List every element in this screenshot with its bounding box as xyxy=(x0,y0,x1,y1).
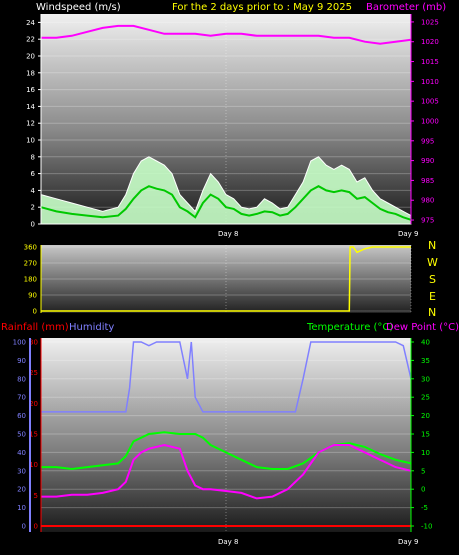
wind-ytick-label: 12 xyxy=(26,120,35,128)
wind-ytick-label: 2 xyxy=(31,204,35,212)
rainfall-ytick-label: 20 xyxy=(29,400,38,408)
wind-ytick-label: 0 xyxy=(31,221,35,229)
compass-label-e: E xyxy=(429,290,436,303)
panel-temperature-xtick-day8: Day 8 xyxy=(218,538,239,546)
barometer-line xyxy=(41,24,412,45)
panel-temperature-marks xyxy=(41,341,412,527)
legend-temperature: Temperature (°C) xyxy=(306,322,393,333)
humidity-ytick-label: 60 xyxy=(17,412,26,420)
temperature-ytick-label: 40 xyxy=(421,339,430,347)
temperature-ytick-label: 5 xyxy=(421,467,425,475)
rainfall-ytick-label: 10 xyxy=(29,461,38,469)
barometer-ytick-label: 1000 xyxy=(421,117,439,125)
panel-wind-marks xyxy=(40,24,412,225)
humidity-ytick-label: 50 xyxy=(17,431,26,439)
compass-label-n-top: N xyxy=(428,239,436,252)
wind-ytick-label: 18 xyxy=(26,69,35,77)
temperature-ytick-label: -5 xyxy=(421,504,428,512)
humidity-ytick-label: 80 xyxy=(17,375,26,383)
wind-ytick-label: 6 xyxy=(31,170,36,178)
wind-average-line xyxy=(40,185,412,221)
panel-wind-xtick-day8: Day 8 xyxy=(218,230,239,238)
barometer-ytick-label: 995 xyxy=(421,137,434,145)
barometer-ytick-label: 1005 xyxy=(421,98,439,106)
compass-label-w: W xyxy=(427,256,438,269)
barometer-ytick-label: 1020 xyxy=(421,38,439,46)
wind-gust-area xyxy=(40,156,412,225)
panel-direction-marks xyxy=(41,246,411,312)
wind-ytick-label: 20 xyxy=(26,53,35,61)
dewpoint-line xyxy=(41,443,412,500)
humidity-ytick-label: 90 xyxy=(17,357,26,365)
humidity-ytick-label: 10 xyxy=(17,504,26,512)
temperature-ytick-label: 35 xyxy=(421,357,430,365)
panel-temperature-tick-labels: -10-505101520253035400102030405060708090… xyxy=(13,339,433,531)
wind-direction-line xyxy=(41,246,411,312)
temperature-ytick-label: 10 xyxy=(421,449,430,457)
temperature-ytick-label: 20 xyxy=(421,412,430,420)
compass-label-s: S xyxy=(429,273,436,286)
wind-ytick-label: 24 xyxy=(26,19,35,27)
rainfall-ytick-label: 30 xyxy=(29,339,38,347)
rainfall-ytick-label: 0 xyxy=(34,523,38,531)
barometer-ytick-label: 990 xyxy=(421,157,434,165)
wind-ytick-label: 10 xyxy=(26,137,35,145)
header-title: For the 2 days prior to : May 9 2025 xyxy=(172,2,352,13)
header-windspeed-label: Windspeed (m/s) xyxy=(36,2,121,13)
legend-rainfall: Rainfall (mm) xyxy=(1,322,69,333)
barometer-ytick-label: 1025 xyxy=(421,18,439,26)
humidity-ytick-label: 30 xyxy=(17,467,26,475)
wind-ytick-label: 8 xyxy=(31,153,35,161)
panel-wind-gridlines xyxy=(41,14,412,225)
temperature-ytick-label: 25 xyxy=(421,394,430,402)
barometer-ytick-label: 980 xyxy=(421,197,434,205)
temperature-ytick-label: 30 xyxy=(421,375,430,383)
legend-dewpoint: Dew Point (°C) xyxy=(386,322,459,333)
temperature-ytick-label: 0 xyxy=(421,486,425,494)
panel-direction-tick-labels: 0 90 180 270 360 xyxy=(24,244,37,316)
humidity-ytick-label: 40 xyxy=(17,449,26,457)
panel-temperature-xtick-day9: Day 9 xyxy=(398,538,419,546)
humidity-ytick-label: 70 xyxy=(17,394,26,402)
compass-label-n-bottom: N xyxy=(428,306,436,319)
wind-ytick-label: 22 xyxy=(26,36,35,44)
humidity-ytick-label: 20 xyxy=(17,486,26,494)
legend-humidity: Humidity xyxy=(69,322,114,333)
rainfall-ytick-label: 5 xyxy=(34,492,38,500)
barometer-ytick-label: 975 xyxy=(421,217,434,225)
temperature-ytick-label: -10 xyxy=(421,523,432,531)
wind-ytick-label: 14 xyxy=(26,103,35,111)
humidity-line xyxy=(41,341,412,413)
direction-ytick-label: 0 xyxy=(33,308,37,316)
direction-ytick-label: 180 xyxy=(24,276,37,284)
barometer-ytick-label: 1010 xyxy=(421,78,439,86)
humidity-ytick-label: 100 xyxy=(13,339,26,347)
direction-ytick-label: 270 xyxy=(24,260,37,268)
header-barometer-label: Barometer (mb) xyxy=(366,2,446,13)
barometer-ytick-label: 1015 xyxy=(421,58,439,66)
temperature-ytick-label: 15 xyxy=(421,431,430,439)
wind-ytick-label: 16 xyxy=(26,86,35,94)
direction-ytick-label: 90 xyxy=(28,292,37,300)
wind-ytick-label: 4 xyxy=(31,187,36,195)
rainfall-ytick-label: 25 xyxy=(29,369,38,377)
panel-wind-xtick-day9: Day 9 xyxy=(398,230,419,238)
panel-temperature-background xyxy=(41,338,411,532)
direction-ytick-label: 360 xyxy=(24,244,37,252)
rainfall-ytick-label: 15 xyxy=(29,431,38,439)
humidity-ytick-label: 0 xyxy=(22,523,26,531)
barometer-ytick-label: 985 xyxy=(421,177,434,185)
